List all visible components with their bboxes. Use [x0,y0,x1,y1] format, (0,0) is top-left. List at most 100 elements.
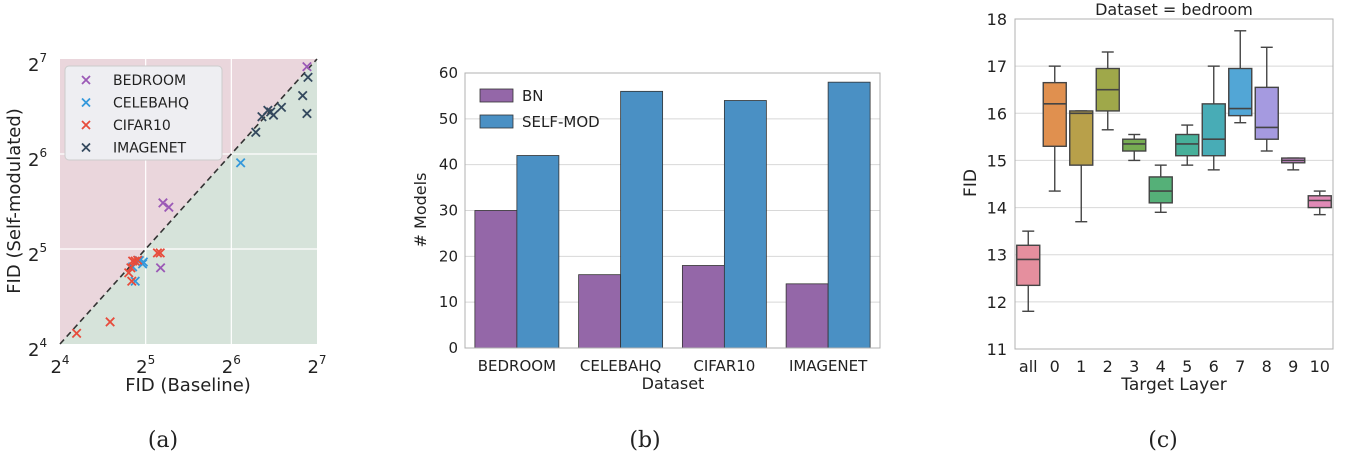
bar-self-mod-cifar10 [723,100,767,349]
bar-self-mod-bedroom [516,155,560,349]
y-tick-label: 18 [987,10,1007,29]
data-point-bedroom [164,202,174,213]
data-point-cifar10 [130,256,141,266]
box-body [1201,103,1226,157]
plot-frame [464,72,881,349]
legend-box [64,65,223,161]
box-layer-0 [1042,65,1067,192]
box-layer-3 [1122,133,1147,162]
data-point-cifar10 [71,328,82,339]
x-tick-label: 5 [1182,357,1192,376]
box-body [1175,133,1200,157]
data-point-imagenet [276,102,287,113]
y-tick-label: 14 [987,199,1007,218]
x-tick-exponent: 5 [148,353,156,367]
box-body [1069,110,1094,166]
x-tick-label: 0 [1050,357,1060,376]
y-tick-label: 24 [28,336,47,361]
box-layer-5 [1175,124,1200,166]
data-point-celebahq [130,276,141,287]
x-tick-label: 26 [222,353,241,378]
y-tick-label: 26 [28,146,47,171]
x-tick-label: 1 [1076,357,1086,376]
y-tick-base: 2 [28,55,39,76]
y-tick-exponent: 4 [39,336,47,350]
legend-label: BN [522,87,544,105]
y-tick-label: 50 [439,110,458,128]
diagonal-reference-line [59,58,318,345]
bar-self-mod-celebahq [620,90,664,349]
x-tick-label: 9 [1288,357,1298,376]
box-layer-1 [1069,110,1094,223]
box-layer-2 [1095,51,1120,131]
legend-label: SELF-MOD [522,113,600,131]
box-body [1042,81,1067,147]
x-tick-label: 24 [50,353,69,378]
legend-swatch-bn [479,88,514,103]
legend-marker-bedroom [81,75,91,85]
x-tick-label: 4 [1156,357,1166,376]
panel-caption: (c) [1148,428,1178,453]
legend-marker-celebahq [81,97,91,108]
bar-bn-imagenet [785,283,829,349]
x-axis-label: Target Layer [1120,375,1226,395]
x-tick-label: 6 [1209,357,1219,376]
legend: BEDROOM CELEBAHQ CIFAR10 IMAGENET [64,65,223,161]
box-body [1016,244,1041,287]
x-tick-label: 25 [136,353,155,378]
data-point-cifar10 [132,255,143,265]
box-body [1122,138,1147,152]
x-tick-label: 10 [1310,357,1330,376]
bar-self-mod-imagenet [827,81,871,349]
y-axis-label: FID (Self-modulated) [4,108,25,294]
legend-label: CELEBAHQ [113,96,189,112]
data-point-bedroom [302,61,312,72]
y-tick-label: 27 [28,51,47,76]
x-tick-label: BEDROOM [478,357,556,375]
y-tick-label: 17 [987,57,1007,76]
y-tick-base: 2 [28,245,39,266]
box-layer-6 [1201,65,1226,171]
x-tick-label: IMAGENET [789,357,868,375]
y-tick-label: 10 [439,293,458,311]
box-layer-all [1016,230,1041,312]
box-layer-4 [1148,164,1173,213]
y-axis-label: FID [961,169,981,197]
y-tick-label: 30 [439,202,458,220]
panel-a-scatter: 2424252526262727BEDROOMCELEBAHQCIFAR10IM… [4,51,327,453]
chart-title: Dataset = bedroom [1095,0,1253,19]
box-layer-9 [1281,157,1306,171]
data-point-imagenet [303,72,313,83]
x-tick-base: 2 [222,357,233,378]
data-point-celebahq [235,158,246,168]
data-point-imagenet [250,127,261,138]
y-tick-exponent: 6 [39,146,47,160]
legend-label: IMAGENET [113,141,187,157]
x-tick-base: 2 [50,357,61,378]
bar-bn-bedroom [474,210,518,349]
bar-bn-cifar10 [681,265,725,349]
y-tick-base: 2 [28,150,39,171]
data-point-cifar10 [126,262,136,273]
y-tick-base: 2 [28,340,39,361]
data-point-imagenet [257,111,267,122]
x-axis-label: FID (Baseline) [125,375,251,396]
box-layer-10 [1307,190,1332,216]
y-tick-label: 15 [987,151,1007,170]
y-axis-label: # Models [411,173,430,248]
legend-label: BEDROOM [113,73,186,89]
legend-marker-imagenet [81,142,91,153]
x-tick-exponent: 6 [233,353,241,367]
y-tick-exponent: 7 [39,51,47,65]
y-tick-label: 60 [439,64,458,82]
box-layer-8 [1254,46,1279,152]
y-tick-label: 40 [439,156,458,174]
data-point-bedroom [158,198,168,208]
x-axis-label: Dataset [642,374,705,393]
plot-area [1015,19,1333,349]
legend-label: CIFAR10 [113,118,171,134]
y-tick-label: 0 [448,339,458,357]
x-tick-label: 2 [1103,357,1113,376]
